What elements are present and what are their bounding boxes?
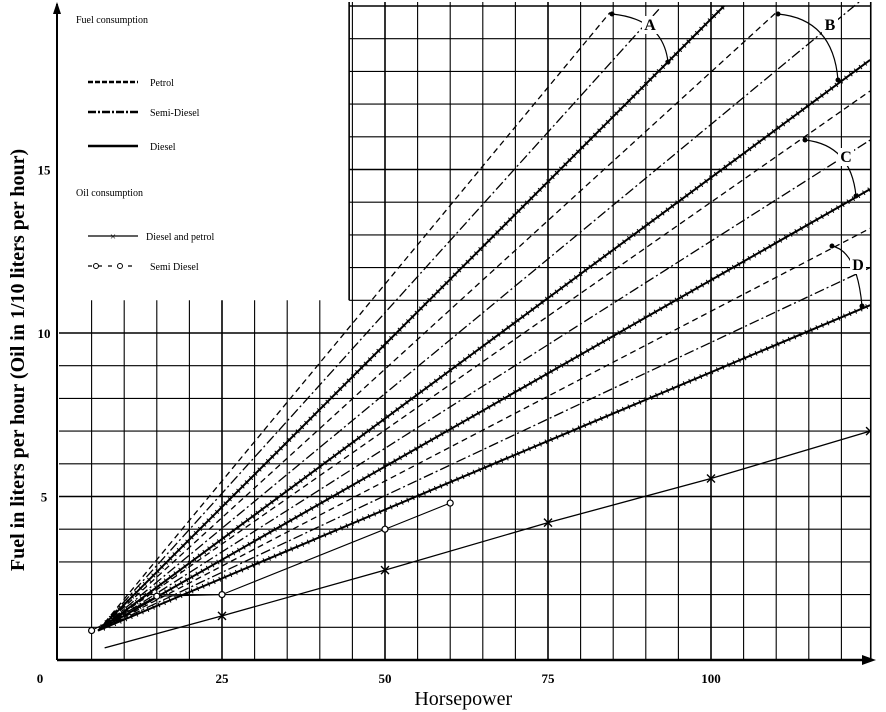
series-line-oil-diesel-and-petrol (104, 430, 871, 649)
x-tick-label: 75 (542, 671, 556, 686)
x-tick-label: 0 (37, 671, 44, 686)
y-axis-arrow-icon (53, 2, 61, 14)
annotation-label-d: D (852, 257, 864, 274)
data-point-cross (217, 611, 227, 621)
arrowhead-icon (609, 11, 615, 17)
arrowhead-icon (802, 137, 808, 143)
annotation-label-bg (838, 148, 854, 166)
legend-label: Semi Diesel (150, 262, 199, 273)
annotation-arc-d (831, 245, 863, 307)
legend-heading-oil: Oil consumption (76, 188, 143, 199)
annotation-label-bg (642, 16, 658, 34)
y-tick-label: 10 (38, 326, 51, 341)
grid (59, 2, 871, 660)
series-line-petrol-c (97, 90, 871, 632)
data-point-cross (380, 565, 390, 575)
series-line-diesel-d (97, 304, 871, 632)
annotation-label-bg (822, 16, 838, 34)
series-line-semi-diesel-a (97, 8, 660, 632)
arrowhead-icon (853, 193, 859, 199)
data-point-circle (87, 626, 96, 635)
series-ticks-diesel-d (102, 304, 869, 631)
legend-circle-marker-icon (117, 263, 123, 269)
series-line-semi-diesel-c (97, 139, 871, 632)
series-line-semi-diesel-b (97, 2, 861, 632)
y-tick-label: 5 (41, 490, 48, 505)
y-axis-label: Fuel in liters per hour (Oil in 1/10 lit… (7, 149, 29, 571)
series-line-petrol-d (97, 227, 871, 632)
series-line-semi-diesel-d (97, 267, 871, 632)
series-line-petrol-b (97, 12, 777, 632)
series-line-diesel-c (97, 188, 871, 632)
legend-cross-marker-icon: × (110, 231, 116, 243)
series-line-petrol-a (97, 12, 611, 631)
annotation-label-c: C (840, 149, 852, 166)
annotation-label-bg (850, 256, 866, 274)
legend-label: Diesel (150, 142, 176, 153)
data-point-cross (706, 474, 716, 484)
annotation-arc-a (611, 13, 669, 63)
legend-heading-fuel: Fuel consumption (76, 15, 148, 26)
x-tick-label: 50 (379, 671, 392, 686)
series-line-diesel-a (97, 5, 725, 632)
arrowhead-icon (859, 303, 865, 309)
legend-label: Semi-Diesel (150, 108, 200, 119)
annotation-label-b: B (825, 17, 836, 34)
data-point-circle (218, 590, 226, 599)
data-point-circle (381, 525, 389, 533)
arrowhead-icon (829, 243, 835, 249)
arrowhead-icon (835, 77, 841, 83)
legend-label: Petrol (150, 78, 174, 89)
x-axis-label: Horsepower (414, 688, 512, 710)
data-point-circle (446, 499, 454, 507)
annotation-arc-b (777, 13, 839, 81)
legend-label: Diesel and petrol (146, 232, 215, 243)
x-tick-label: 25 (216, 671, 230, 686)
arrowhead-icon (665, 59, 671, 65)
data-point-cross (865, 426, 871, 436)
x-tick-label: 100 (701, 671, 721, 686)
arrowhead-icon (775, 11, 781, 17)
data-point-circle (153, 592, 161, 600)
legend-item (88, 263, 138, 269)
data-point-cross (543, 518, 553, 528)
y-tick-label: 15 (38, 163, 52, 178)
plot-area (87, 2, 871, 649)
annotation-label-a: A (644, 17, 656, 34)
x-axis-arrow-icon (862, 655, 876, 665)
legend-circle-marker-icon (93, 263, 99, 269)
